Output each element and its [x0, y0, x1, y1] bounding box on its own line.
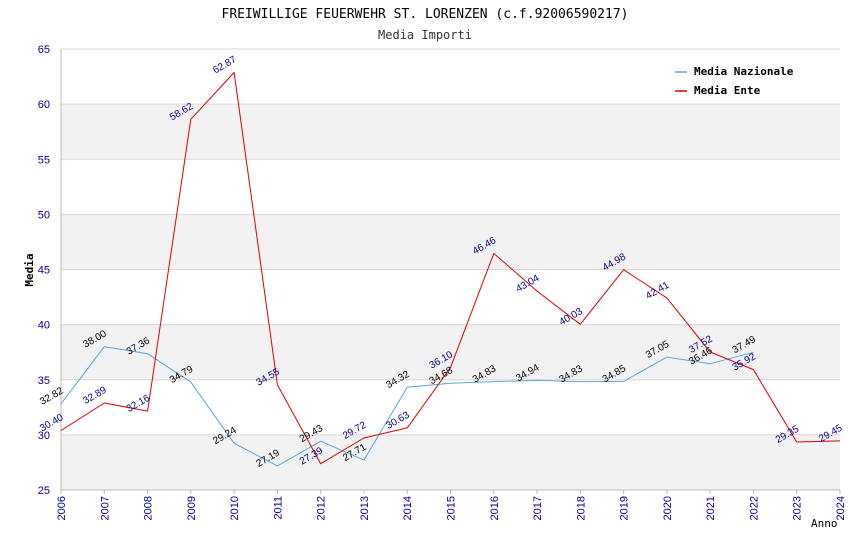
y-tick-label: 60: [38, 99, 50, 111]
y-tick-label: 40: [38, 320, 50, 332]
chart-subtitle: Media Importi: [378, 28, 472, 42]
y-tick-label: 45: [38, 265, 50, 277]
x-tick-label: 2006: [56, 496, 68, 520]
x-tick-label: 2013: [359, 496, 371, 520]
x-tick-label: 2019: [619, 496, 631, 520]
grid-band: [61, 434, 840, 490]
grid-bands: [61, 49, 840, 490]
x-tick-label: 2021: [705, 496, 717, 520]
chart-title: FREIWILLIGE FEUERWEHR ST. LORENZEN (c.f.…: [222, 7, 629, 22]
x-tick-label: 2010: [229, 496, 241, 520]
x-tick-label: 2011: [272, 496, 284, 520]
y-tick-label: 65: [38, 44, 50, 56]
x-tick-label: 2009: [186, 496, 198, 520]
series-lines: [60, 72, 841, 467]
y-axis-title: Media: [23, 253, 36, 286]
grid-band: [61, 379, 840, 435]
y-tick-label: 30: [38, 430, 50, 442]
x-tick-label: 2022: [748, 496, 760, 520]
y-tick-labels: 25 30 35 40 45 50 55 60 65: [38, 44, 50, 497]
grid-band: [61, 269, 840, 325]
x-tick-label: 2008: [143, 496, 155, 520]
grid-band: [61, 214, 840, 270]
grid-band: [61, 159, 840, 215]
legend-label-media-ente: Media Ente: [694, 84, 761, 97]
x-tick-label: 2015: [446, 496, 458, 520]
y-tick-label: 55: [38, 154, 50, 166]
x-tick-label: 2018: [575, 496, 587, 520]
x-tick-labels: 2006 2007 2008 2009 2010 2011 2012 2013 2014 2015…: [56, 490, 847, 520]
y-tick-label: 50: [38, 209, 50, 221]
legend-label-media-nazionale: Media Nazionale: [694, 65, 794, 78]
x-tick-label: 2024: [835, 496, 847, 520]
x-tick-label: 2007: [99, 496, 111, 520]
x-tick-label: 2016: [489, 496, 501, 520]
series-line-media-nazionale: [60, 346, 754, 467]
series-line-media-ente: [60, 72, 841, 465]
legend: Media Nazionale Media Ente: [668, 59, 810, 102]
x-tick-label: 2020: [662, 496, 674, 520]
legend-box: [668, 59, 810, 102]
x-tick-label: 2023: [792, 496, 804, 520]
y-tick-label: 25: [38, 485, 50, 497]
x-axis-title: Anno: [811, 517, 838, 530]
y-tick-label: 35: [38, 375, 50, 387]
x-tick-label: 2017: [532, 496, 544, 520]
x-tick-label: 2012: [316, 496, 328, 520]
x-tick-label: 2014: [402, 496, 414, 520]
grid-band: [61, 104, 840, 160]
